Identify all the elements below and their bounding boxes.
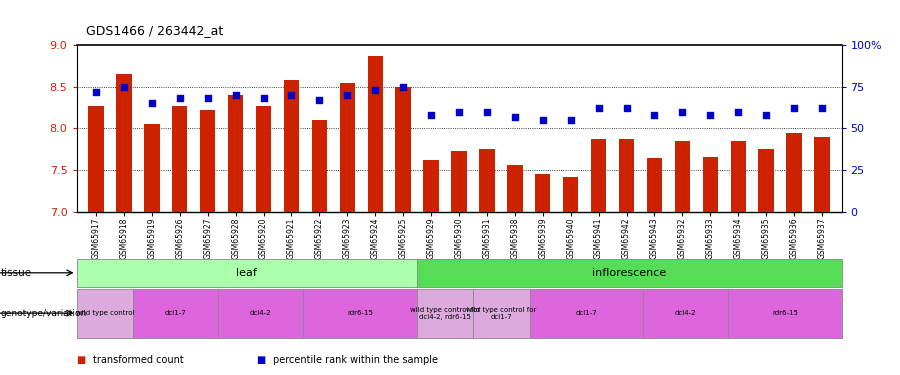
Bar — [473, 289, 530, 338]
Point — [284, 92, 299, 98]
Point — [591, 105, 606, 111]
Text: wild type control: wild type control — [76, 310, 134, 316]
Bar — [256, 106, 271, 212]
Point — [480, 109, 494, 115]
Bar — [451, 151, 467, 212]
Text: rdr6-15: rdr6-15 — [346, 310, 373, 316]
Bar — [787, 133, 802, 212]
Bar — [536, 174, 551, 212]
Text: genotype/variation: genotype/variation — [1, 309, 87, 318]
Bar — [76, 289, 133, 338]
Text: percentile rank within the sample: percentile rank within the sample — [273, 355, 437, 365]
Bar — [88, 106, 104, 212]
Point — [508, 114, 522, 120]
Bar — [417, 259, 842, 287]
Bar — [703, 157, 718, 212]
Point — [145, 100, 159, 106]
Bar — [647, 158, 662, 212]
Point — [229, 92, 243, 98]
Point — [675, 109, 689, 115]
Bar — [339, 82, 355, 212]
Point — [424, 112, 438, 118]
Bar — [200, 110, 215, 212]
Point — [619, 105, 634, 111]
Bar — [218, 289, 303, 338]
Text: tissue: tissue — [1, 268, 32, 278]
Bar — [644, 289, 728, 338]
Text: ■: ■ — [256, 355, 266, 365]
Point — [396, 84, 410, 90]
Bar — [144, 124, 159, 212]
Bar — [508, 165, 523, 212]
Point — [814, 105, 829, 111]
Text: GDS1466 / 263442_at: GDS1466 / 263442_at — [86, 24, 223, 38]
Point — [536, 117, 550, 123]
Bar — [759, 149, 774, 212]
Bar — [530, 289, 644, 338]
Point — [201, 95, 215, 101]
Text: wild type control for
dcl1-7: wild type control for dcl1-7 — [466, 307, 536, 320]
Point — [563, 117, 578, 123]
Point — [731, 109, 745, 115]
Point — [787, 105, 801, 111]
Point — [89, 89, 104, 95]
Bar — [563, 177, 579, 212]
Text: dcl1-7: dcl1-7 — [576, 310, 598, 316]
Point — [256, 95, 271, 101]
Bar — [814, 137, 830, 212]
Point — [759, 112, 773, 118]
Text: leaf: leaf — [236, 268, 256, 278]
Text: dcl4-2: dcl4-2 — [675, 310, 697, 316]
Bar — [675, 141, 690, 212]
Bar — [731, 141, 746, 212]
Bar — [116, 74, 131, 212]
Point — [340, 92, 355, 98]
Text: ■: ■ — [76, 355, 86, 365]
Bar — [479, 149, 495, 212]
Text: transformed count: transformed count — [93, 355, 184, 365]
Point — [647, 112, 662, 118]
Text: wild type control for
dcl4-2, rdr6-15: wild type control for dcl4-2, rdr6-15 — [410, 307, 480, 320]
Bar — [133, 289, 218, 338]
Bar — [228, 95, 243, 212]
Text: dcl1-7: dcl1-7 — [165, 310, 186, 316]
Text: rdr6-15: rdr6-15 — [772, 310, 797, 316]
Point — [117, 84, 131, 90]
Point — [452, 109, 466, 115]
Bar — [303, 289, 417, 338]
Bar — [619, 139, 634, 212]
Bar — [76, 259, 417, 287]
Bar — [417, 289, 473, 338]
Bar — [591, 139, 607, 212]
Point — [312, 97, 327, 103]
Bar — [311, 120, 327, 212]
Point — [703, 112, 717, 118]
Bar — [728, 289, 842, 338]
Bar — [284, 80, 299, 212]
Bar — [423, 160, 439, 212]
Point — [368, 87, 382, 93]
Bar — [172, 106, 187, 212]
Bar — [395, 87, 410, 212]
Bar — [367, 56, 382, 212]
Text: dcl4-2: dcl4-2 — [250, 310, 272, 316]
Point — [173, 95, 187, 101]
Text: inflorescence: inflorescence — [592, 268, 666, 278]
